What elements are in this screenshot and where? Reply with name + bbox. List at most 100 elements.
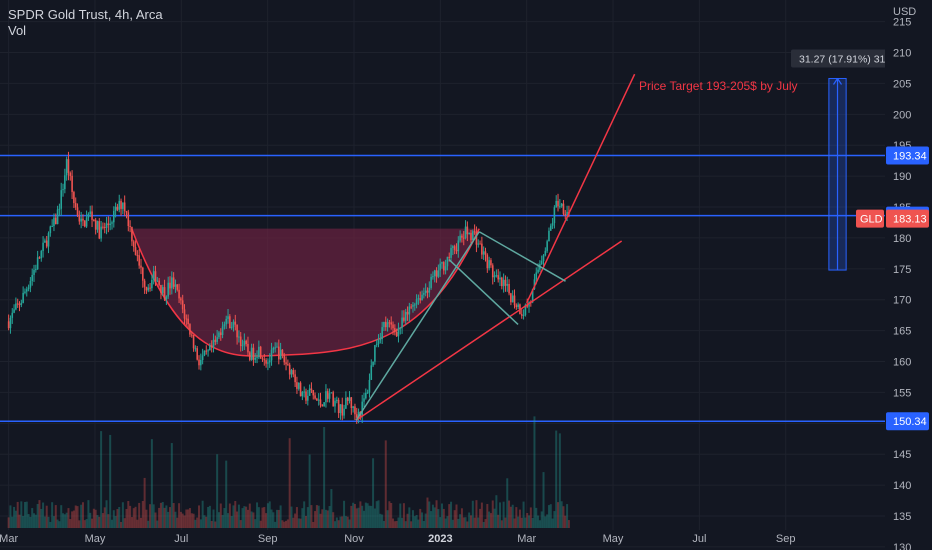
volume-bar [181, 513, 184, 528]
time-tick-label: May [85, 533, 106, 545]
volume-layer [7, 416, 570, 528]
price-axis[interactable]: USD1301351401451501551601651701751801851… [856, 0, 932, 550]
candle-body [493, 275, 496, 278]
volume-bar [364, 502, 367, 528]
volume-bar [109, 434, 112, 528]
volume-bar [103, 507, 106, 528]
candle-body [80, 218, 82, 222]
volume-bar [129, 505, 132, 528]
candle-body [473, 231, 476, 233]
candle-body [42, 242, 44, 251]
volume-bar [486, 503, 489, 528]
volume-bar [261, 507, 264, 528]
candle-body [145, 286, 148, 291]
candle-body [450, 247, 452, 258]
volume-bar [315, 505, 318, 528]
candle-body [192, 335, 195, 349]
candle-body [384, 321, 387, 328]
volume-bar [448, 504, 451, 528]
candle-body [357, 411, 360, 418]
volume-bar [51, 502, 54, 528]
candle-body [374, 345, 376, 362]
volume-bar [167, 511, 170, 528]
candle-body [232, 321, 235, 327]
volume-bar [11, 516, 14, 528]
volume-bar [410, 521, 413, 528]
level-price-tag [886, 412, 929, 431]
volume-bar [34, 514, 37, 528]
candle-body [201, 355, 204, 361]
candle-body [112, 210, 115, 223]
candle-body [475, 231, 478, 245]
candle-body [35, 269, 37, 271]
candle-body [497, 275, 499, 280]
candle-body [163, 287, 166, 300]
volume-bar [81, 502, 84, 528]
candle-body [151, 279, 153, 289]
volume-bar [547, 505, 550, 528]
candle-body [185, 318, 188, 320]
volume-bar [506, 478, 509, 528]
measure-label: 31.27 (17.91%) 312 [799, 53, 891, 65]
candle-body [325, 391, 327, 403]
price-tick-label: 170 [893, 295, 911, 307]
volume-bar [531, 517, 534, 528]
candle-body [317, 399, 320, 401]
candle-body [423, 293, 425, 295]
volume-bar [174, 511, 177, 528]
volume-bar [557, 502, 560, 528]
volume-bar [20, 501, 23, 528]
candle-body [346, 397, 349, 401]
volume-bar [25, 501, 28, 528]
candle-body [419, 298, 422, 301]
volume-bar [172, 502, 175, 528]
candle-body [370, 365, 373, 380]
candle-body [305, 391, 307, 401]
candle-body [294, 374, 296, 383]
candle-body [339, 404, 342, 414]
candle-body [25, 289, 28, 292]
volume-bar [94, 509, 97, 528]
candle-body [239, 336, 242, 346]
volume-bar [190, 513, 193, 528]
price-tick-label: 180 [893, 233, 911, 245]
candle-body [223, 324, 226, 327]
candle-body [268, 360, 271, 363]
candle-body [180, 298, 182, 301]
candle-body [161, 287, 164, 293]
volume-bar [121, 502, 124, 528]
candle-body [265, 360, 267, 364]
candle-body [432, 276, 434, 278]
volume-bar [335, 517, 338, 528]
candle-body [247, 343, 249, 353]
candle-body [120, 200, 122, 209]
volume-bar [154, 512, 157, 528]
volume-bar [379, 513, 382, 528]
candle-body [455, 249, 458, 252]
volume-bar [194, 519, 197, 528]
volume-bar [341, 516, 344, 528]
volume-bar [304, 515, 307, 528]
price-tick-label: 160 [893, 357, 911, 369]
candle-body [107, 223, 110, 225]
volume-bar [91, 518, 94, 528]
price-tick-label: 215 [893, 17, 911, 29]
volume-bar [499, 502, 502, 528]
candle-body [13, 309, 15, 313]
volume-bar [520, 517, 523, 528]
volume-bar [308, 454, 311, 528]
candle-body [103, 226, 106, 228]
volume-bar [114, 516, 117, 528]
candle-body [308, 388, 311, 396]
volume-bar [158, 507, 161, 528]
volume-bar [139, 517, 142, 528]
candle-body [174, 284, 177, 287]
measure-arrow-head [837, 78, 843, 85]
volume-bar [328, 506, 331, 528]
volume-bar [312, 521, 315, 528]
time-axis[interactable]: Mar May Jul Sep Nov 2023 Mar May Jul Sep [0, 533, 795, 545]
candle-body [83, 220, 86, 227]
volume-bar [334, 521, 337, 528]
volume-bar [9, 505, 12, 528]
